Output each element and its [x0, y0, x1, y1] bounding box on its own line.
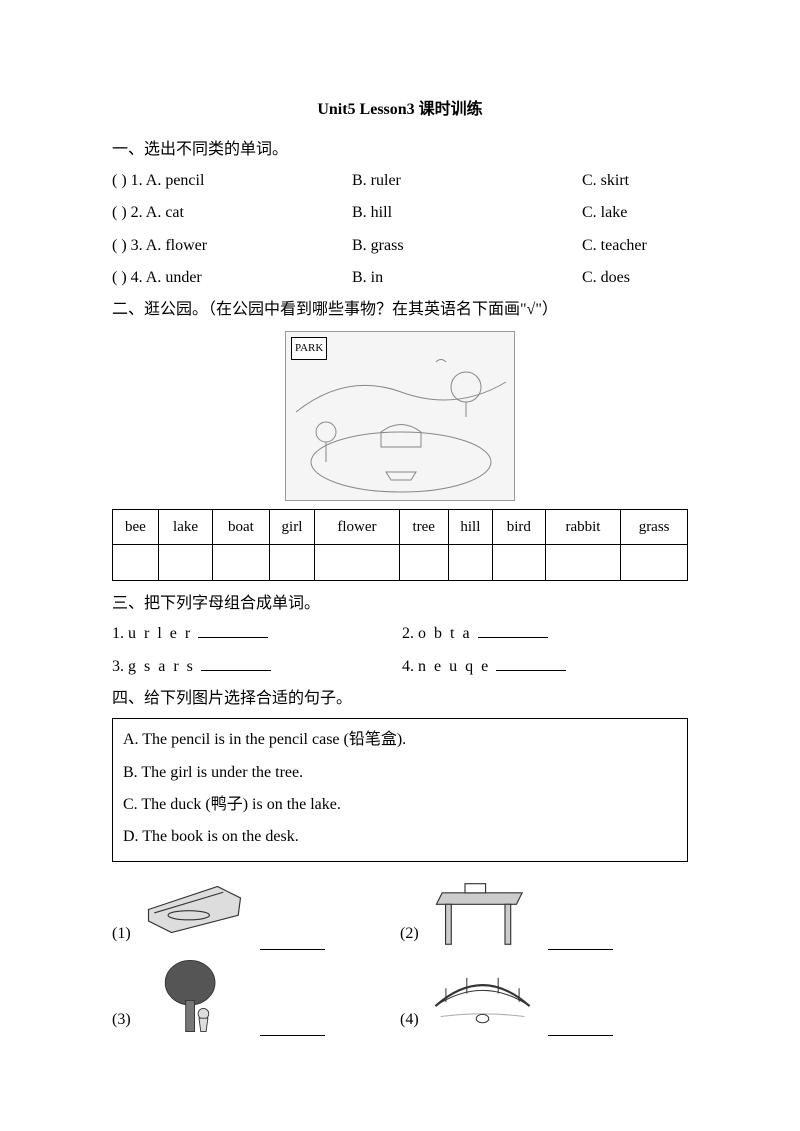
opt-c: C. teacher — [582, 231, 688, 261]
section-3: 三、把下列字母组合成单词。 1. urler 2. obta 3. gsars … — [112, 589, 688, 682]
pic-item-2: (2) — [400, 870, 688, 950]
word-cell: rabbit — [545, 509, 621, 545]
word-cell: lake — [158, 509, 213, 545]
section-2: 二、逛公园。（在公园中看到哪些事物？在其英语名下面画"√"） PARK beel… — [112, 295, 688, 580]
section-4: 四、给下列图片选择合适的句子。 A. The pencil is in the … — [112, 684, 688, 1042]
q-row: ( ) 3. A. flowerB. grassC. teacher — [112, 231, 688, 261]
word-cell: grass — [621, 509, 688, 545]
opt-b: B. hill — [352, 198, 582, 228]
sentence-b: B. The girl is under the tree. — [123, 758, 677, 788]
pic-item-4: (4) — [400, 956, 688, 1036]
opt-b: B. grass — [352, 231, 582, 261]
pic-blank-2[interactable] — [548, 936, 613, 950]
opt-b: B. in — [352, 263, 582, 293]
pic-item-3: (3) — [112, 956, 400, 1036]
check-cell[interactable] — [399, 545, 448, 581]
s4-heading: 四、给下列图片选择合适的句子。 — [112, 684, 688, 714]
pic-blank-3[interactable] — [260, 1022, 325, 1036]
s3-blank-1[interactable] — [198, 624, 268, 638]
s3-blank-4[interactable] — [496, 657, 566, 671]
pic-num-1: (1) — [112, 919, 137, 949]
tree-girl-icon — [137, 956, 252, 1036]
s3-item-1: 1. urler — [112, 619, 402, 649]
check-cell[interactable] — [269, 545, 315, 581]
sentence-d: D. The book is on the desk. — [123, 822, 677, 852]
word-cell: boat — [213, 509, 269, 545]
bridge-duck-icon — [425, 956, 540, 1036]
word-cell: flower — [315, 509, 399, 545]
s3-item-3: 3. gsars — [112, 652, 402, 682]
word-cell: bee — [113, 509, 159, 545]
s3-heading: 三、把下列字母组合成单词。 — [112, 589, 688, 619]
s3-item-4: 4. neuqe — [402, 652, 688, 682]
s2-heading: 二、逛公园。（在公园中看到哪些事物？在其英语名下面画"√"） — [112, 295, 688, 325]
opt-c: C. skirt — [582, 166, 688, 196]
pic-num-4: (4) — [400, 1005, 425, 1035]
word-cell: hill — [448, 509, 492, 545]
page-title: Unit5 Lesson3 课时训练 — [112, 95, 688, 125]
opt-a: ( ) 2. A. cat — [112, 198, 352, 228]
word-table: beelakeboatgirlflowertreehillbirdrabbitg… — [112, 509, 688, 581]
pencil-case-icon — [137, 870, 252, 950]
check-cell[interactable] — [545, 545, 621, 581]
pic-grid: (1) (2) (3) (4) — [112, 870, 688, 1042]
s1-heading: 一、选出不同类的单词。 — [112, 135, 688, 165]
pic-num-3: (3) — [112, 1005, 137, 1035]
check-cell[interactable] — [448, 545, 492, 581]
opt-c: C. lake — [582, 198, 688, 228]
sentence-a: A. The pencil is in the pencil case (铅笔盒… — [123, 725, 677, 755]
check-cell[interactable] — [492, 545, 545, 581]
opt-a: ( ) 4. A. under — [112, 263, 352, 293]
pic-blank-1[interactable] — [260, 936, 325, 950]
check-cell[interactable] — [315, 545, 399, 581]
sentence-c: C. The duck (鸭子) is on the lake. — [123, 790, 677, 820]
s3-item-2: 2. obta — [402, 619, 688, 649]
check-cell[interactable] — [113, 545, 159, 581]
pic-blank-4[interactable] — [548, 1022, 613, 1036]
q-row: ( ) 1. A. pencilB. rulerC. skirt — [112, 166, 688, 196]
park-label: PARK — [291, 337, 327, 360]
word-cell: tree — [399, 509, 448, 545]
desk-icon — [425, 870, 540, 950]
opt-b: B. ruler — [352, 166, 582, 196]
s3-blank-3[interactable] — [201, 657, 271, 671]
pic-item-1: (1) — [112, 870, 400, 950]
park-image: PARK — [285, 331, 515, 501]
opt-c: C. does — [582, 263, 688, 293]
word-cell: girl — [269, 509, 315, 545]
opt-a: ( ) 1. A. pencil — [112, 166, 352, 196]
s3-blank-2[interactable] — [478, 624, 548, 638]
check-cell[interactable] — [213, 545, 269, 581]
opt-a: ( ) 3. A. flower — [112, 231, 352, 261]
pic-num-2: (2) — [400, 919, 425, 949]
section-1: 一、选出不同类的单词。 ( ) 1. A. pencilB. rulerC. s… — [112, 135, 688, 293]
q-row: ( ) 4. A. underB. inC. does — [112, 263, 688, 293]
check-cell[interactable] — [621, 545, 688, 581]
check-cell[interactable] — [158, 545, 213, 581]
q-row: ( ) 2. A. catB. hillC. lake — [112, 198, 688, 228]
word-cell: bird — [492, 509, 545, 545]
sentence-box: A. The pencil is in the pencil case (铅笔盒… — [112, 718, 688, 862]
